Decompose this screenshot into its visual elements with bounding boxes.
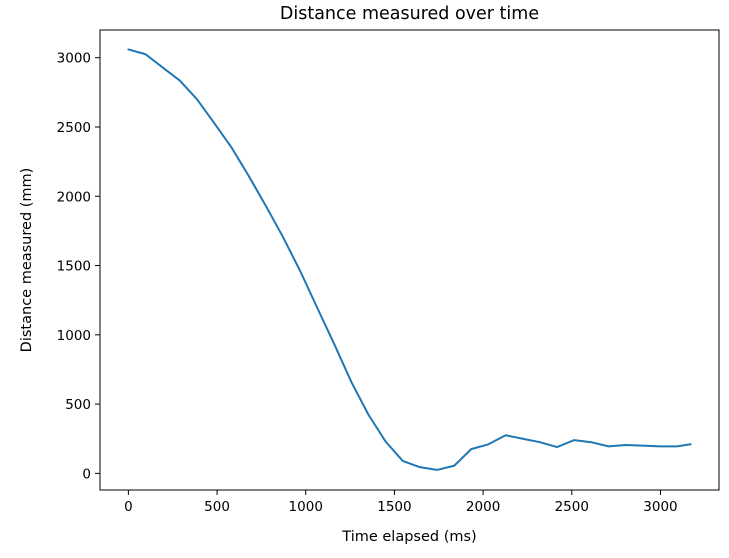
y-tick-label: 1500 xyxy=(57,259,91,275)
x-axis: 0 500 1000 1500 2000 2500 3000 xyxy=(124,490,678,515)
y-tick-label: 500 xyxy=(65,397,91,413)
x-tick-label: 2000 xyxy=(466,499,500,515)
x-tick-label: 3000 xyxy=(643,499,677,515)
x-tick-label: 1500 xyxy=(377,499,411,515)
x-tick-label: 500 xyxy=(204,499,230,515)
y-tick-label: 2000 xyxy=(57,189,91,205)
y-tick-label: 0 xyxy=(82,466,91,482)
x-tick-label: 1000 xyxy=(289,499,323,515)
y-tick-label: 2500 xyxy=(57,120,91,136)
plot-area xyxy=(127,48,692,471)
x-tick-label: 0 xyxy=(124,499,133,515)
chart-title: Distance measured over time xyxy=(280,4,539,24)
y-axis: 0 500 1000 1500 2000 2500 3000 xyxy=(57,51,100,482)
y-axis-label: Distance measured (mm) xyxy=(19,168,35,353)
y-tick-label: 3000 xyxy=(57,51,91,67)
x-axis-label: Time elapsed (ms) xyxy=(341,529,476,545)
x-tick-label: 2500 xyxy=(555,499,589,515)
series-line xyxy=(127,48,692,471)
y-tick-label: 1000 xyxy=(57,328,91,344)
plot-frame xyxy=(99,29,720,491)
